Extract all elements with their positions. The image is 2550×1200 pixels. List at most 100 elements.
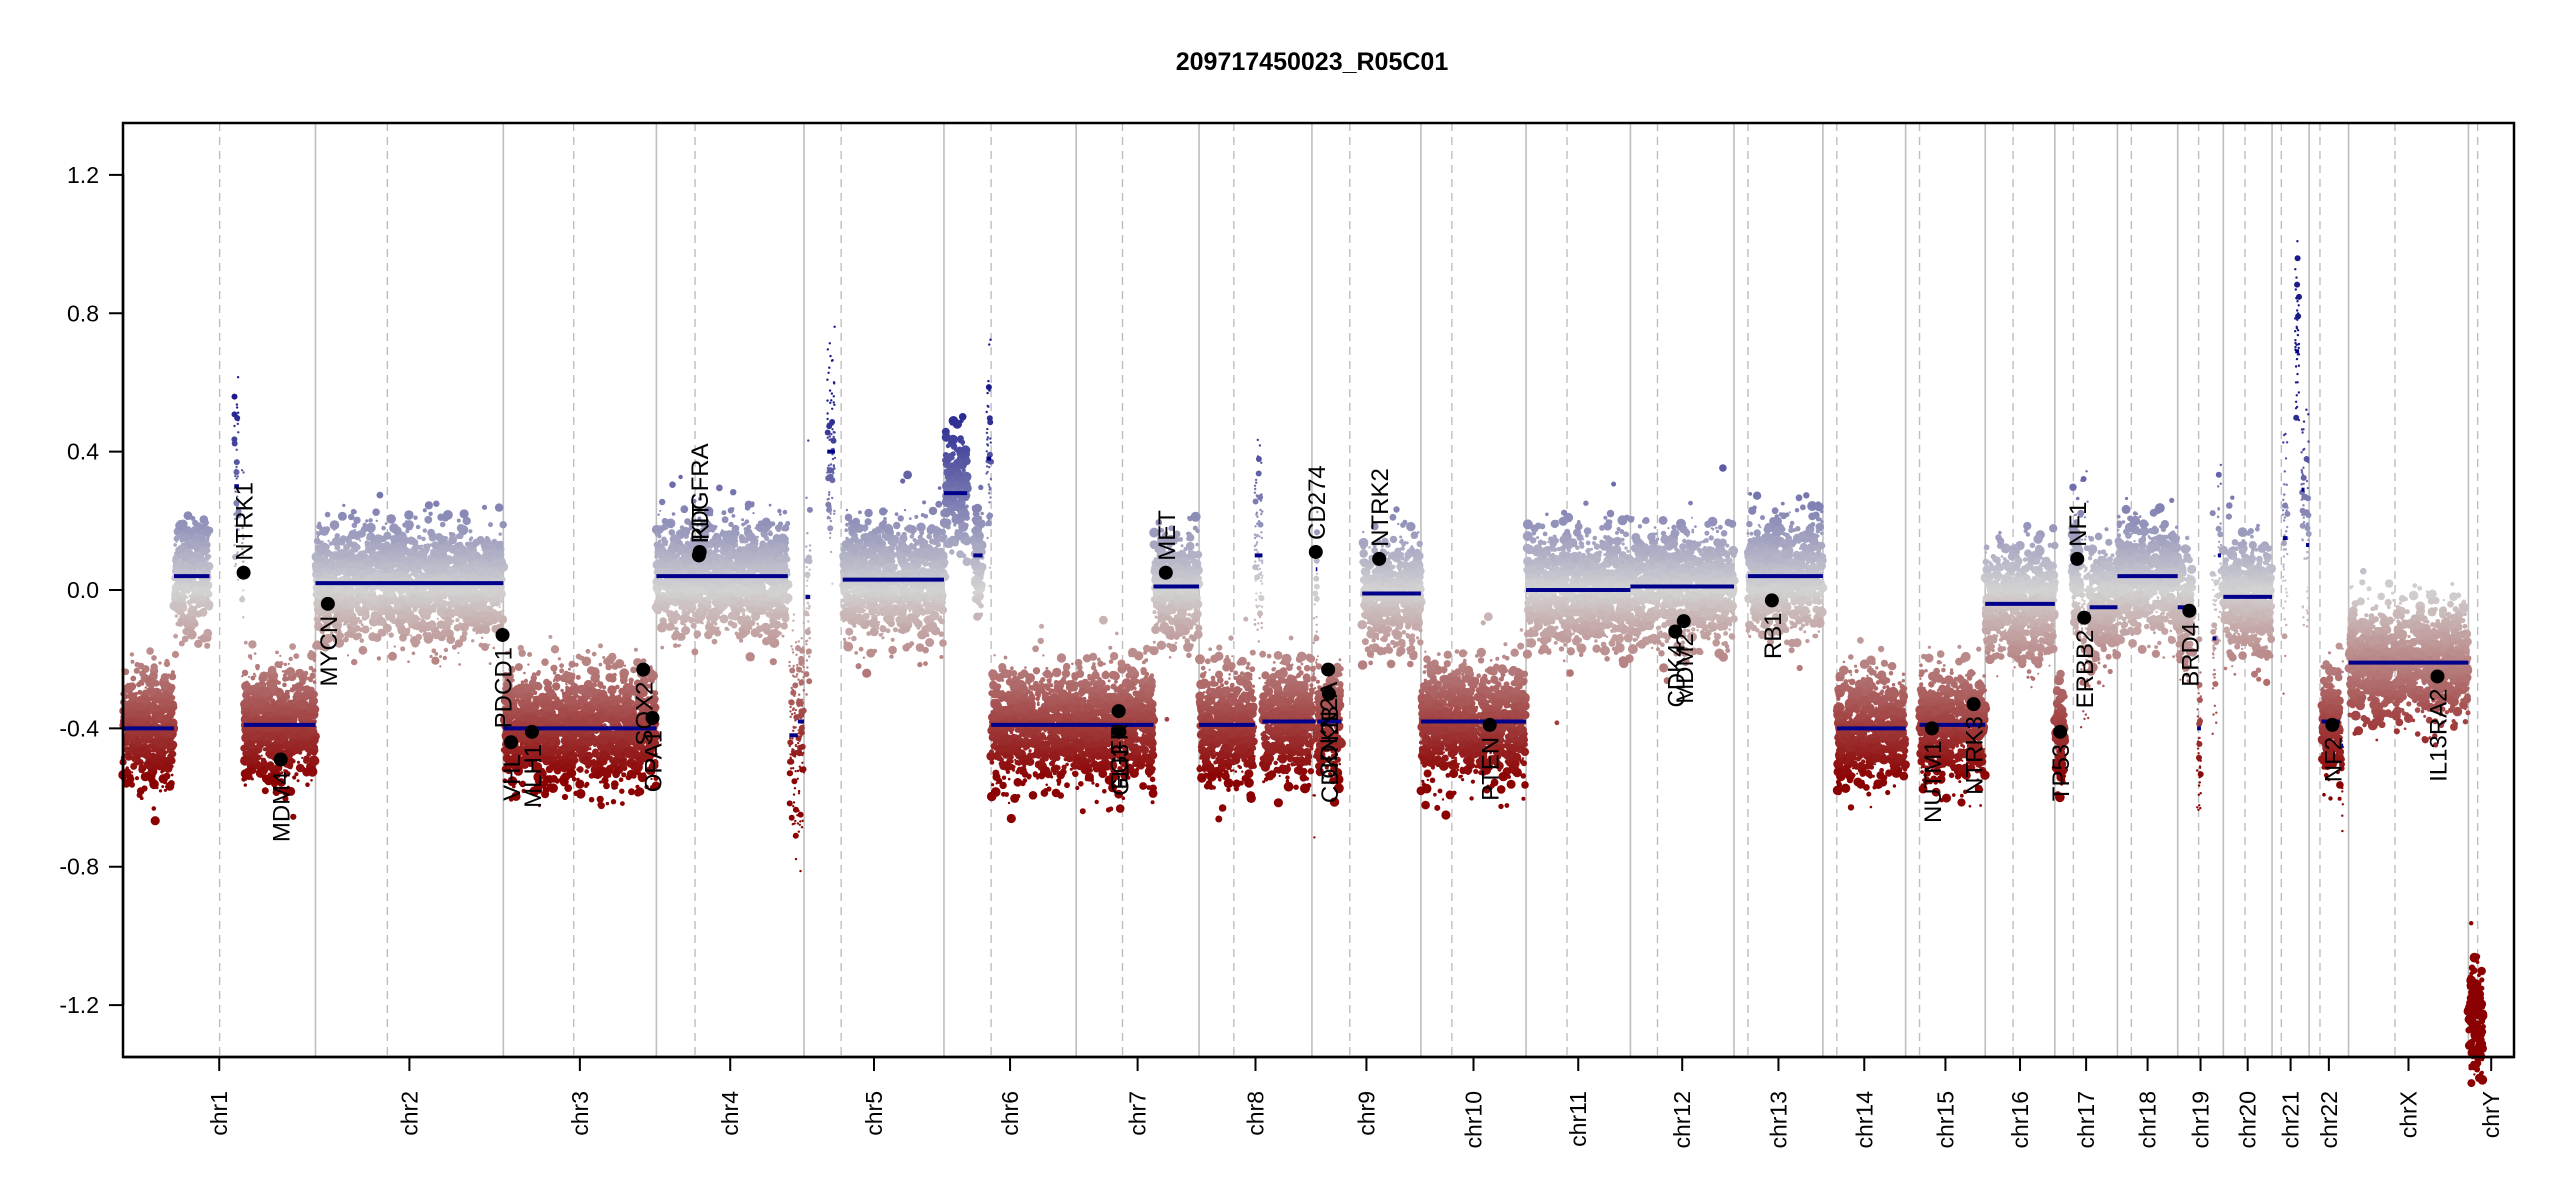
probe-point (623, 664, 627, 667)
probe-point (323, 547, 328, 551)
probe-point (262, 747, 267, 752)
probe-point (491, 604, 494, 608)
probe-point (443, 510, 453, 520)
probe-point (286, 689, 290, 694)
probe-point (130, 675, 137, 682)
probe-point (381, 525, 386, 531)
probe-point (177, 620, 184, 627)
probe-point (468, 529, 473, 534)
probe-point (148, 777, 156, 785)
probe-point (480, 636, 484, 640)
probe-point (179, 597, 184, 602)
probe-point (153, 738, 158, 744)
probe-point (306, 752, 312, 757)
probe-point (445, 585, 452, 592)
probe-point (296, 779, 300, 783)
probe-point (168, 757, 176, 765)
probe-point (167, 686, 175, 694)
probe-point (135, 745, 139, 749)
probe-point (332, 527, 336, 531)
probe-point (174, 614, 179, 618)
probe-point (171, 650, 180, 659)
probe-point (348, 540, 353, 545)
probe-point (177, 520, 183, 525)
probe-point (240, 469, 244, 472)
probe-point (559, 668, 565, 674)
probe-point (192, 600, 196, 604)
probe-point (496, 571, 501, 576)
probe-point (365, 519, 369, 523)
probe-point (198, 614, 202, 617)
probe-point (409, 634, 413, 637)
probe-point (275, 734, 286, 744)
probe-point (246, 708, 250, 713)
probe-point (204, 525, 211, 533)
probe-point (255, 666, 260, 671)
probe-point (404, 510, 414, 520)
probe-point (391, 574, 395, 579)
probe-point (266, 706, 269, 710)
probe-point (469, 536, 474, 540)
probe-point (474, 619, 479, 624)
probe-point (241, 669, 249, 676)
probe-point (361, 560, 365, 564)
probe-point (353, 510, 357, 514)
probe-point (133, 667, 140, 674)
probe-point (390, 610, 396, 617)
probe-point (293, 698, 297, 703)
probe-point (401, 542, 407, 548)
probe-point (246, 740, 256, 750)
probe-point (444, 545, 448, 550)
probe-point (279, 654, 282, 658)
probe-point (501, 609, 505, 613)
probe-point (131, 708, 136, 713)
probe-point (150, 663, 158, 671)
probe-point (364, 540, 370, 546)
probe-point (355, 632, 363, 640)
probe-point (438, 544, 444, 551)
probe-point (354, 571, 359, 575)
probe-point (499, 521, 507, 529)
probe-point (346, 654, 350, 657)
probe-point (422, 572, 427, 578)
probe-point (498, 532, 502, 536)
probe-point (388, 544, 395, 551)
probe-point (401, 587, 406, 592)
probe-point (170, 750, 177, 758)
probe-point (421, 547, 425, 551)
probe-point (598, 662, 603, 667)
probe-point (443, 647, 449, 653)
probe-point (428, 511, 433, 516)
probe-point (420, 544, 424, 548)
probe-point (375, 519, 378, 522)
probe-point (498, 606, 501, 609)
probe-point (343, 623, 346, 626)
probe-point (202, 550, 207, 555)
probe-point (279, 700, 282, 703)
probe-point (412, 537, 416, 541)
probe-point (492, 596, 498, 602)
probe-point (134, 661, 141, 668)
probe-point (160, 770, 164, 774)
probe-point (139, 716, 146, 724)
probe-point (388, 651, 397, 661)
probe-point (303, 688, 309, 694)
probe-point (365, 590, 370, 594)
probe-point (242, 471, 245, 474)
probe-point (452, 577, 456, 581)
probe-point (376, 656, 382, 661)
probe-point (136, 681, 142, 688)
probe-point (388, 632, 394, 638)
probe-point (182, 627, 191, 636)
probe-point (288, 718, 294, 723)
probe-point (497, 558, 503, 564)
probe-point (136, 787, 145, 795)
probe-point (435, 533, 443, 541)
probe-point (431, 541, 440, 549)
probe-point (191, 585, 201, 595)
probe-point (456, 518, 461, 523)
probe-point (295, 741, 300, 745)
probe-point (390, 598, 394, 603)
probe-point (416, 573, 421, 579)
probe-point (123, 746, 129, 752)
